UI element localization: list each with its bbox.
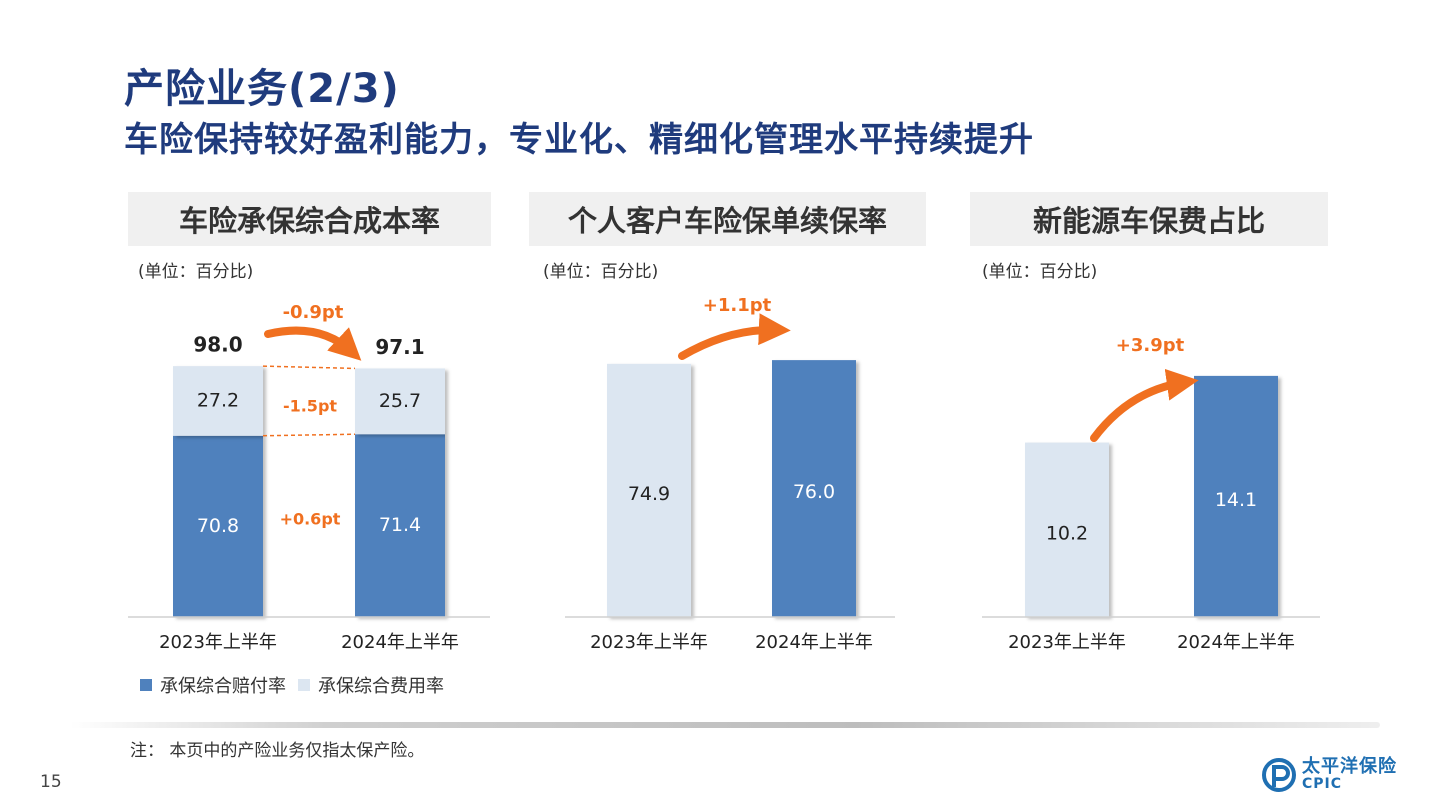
x-tick-label-renewal-1: 2024年上半年	[755, 632, 873, 653]
company-logo: 太平洋保险 CPIC	[1262, 757, 1397, 793]
annotation-loss-change: +0.6pt	[280, 510, 341, 529]
x-tick-label-0: 2023年上半年	[159, 632, 277, 653]
charts-canvas: 70.8 27.2 98.0 2023年上半年 71.4 25.7 97.1 2024年上半年…	[128, 295, 1320, 653]
panel-header-renewal-rate: 个人客户车险保单续保率	[529, 192, 926, 246]
bar-expense-ratio-0	[173, 366, 263, 436]
annotation-total-change: -0.9pt	[283, 302, 344, 323]
bar-expense-ratio-1	[355, 368, 445, 435]
change-arrow-total	[264, 326, 362, 361]
bar-nev-share-1	[1194, 375, 1278, 617]
annotation-renewal-change: +1.1pt	[703, 295, 772, 316]
panel-header-cost-ratio: 车险承保综合成本率	[128, 192, 491, 246]
logo-text-cn: 太平洋保险	[1302, 756, 1397, 778]
data-label-renewal-rate-1: 76.0	[793, 481, 835, 503]
panel-header-nev-share: 新能源车保费占比	[970, 192, 1328, 246]
x-tick-label-1: 2024年上半年	[341, 632, 459, 653]
change-arrow-nev	[1090, 368, 1199, 442]
page-title: 产险业务(2/3)	[124, 66, 400, 112]
unit-label-renewal-rate: (单位：百分比)	[543, 262, 659, 282]
data-label-renewal-rate-0: 74.9	[628, 483, 670, 505]
bar-renewal-rate-0	[607, 363, 691, 617]
bar-loss-ratio-0	[173, 435, 263, 617]
unit-label-nev-share: (单位：百分比)	[982, 262, 1098, 282]
page-subtitle: 车险保持较好盈利能力，专业化、精细化管理水平持续提升	[124, 120, 1034, 160]
data-label-loss-ratio-1: 71.4	[379, 514, 421, 536]
cpic-logo-icon	[1262, 758, 1296, 792]
unit-label-cost-ratio: (单位：百分比)	[138, 262, 254, 282]
logo-text-en: CPIC	[1302, 776, 1343, 793]
legend-item-expense-ratio: 承保综合费用率	[298, 672, 444, 698]
footer-divider	[70, 722, 1380, 728]
data-label-loss-ratio-0: 70.8	[197, 515, 239, 537]
bar-nev-share-0	[1025, 442, 1109, 617]
dashed-connector-top	[262, 365, 356, 370]
data-label-expense-ratio-1: 25.7	[379, 390, 421, 412]
data-label-expense-ratio-0: 27.2	[197, 389, 239, 411]
x-tick-label-renewal-0: 2023年上半年	[590, 632, 708, 653]
legend-label-loss-ratio: 承保综合赔付率	[160, 676, 286, 697]
bar-loss-ratio-1	[355, 434, 445, 617]
x-tick-label-nev-0: 2023年上半年	[1008, 632, 1126, 653]
chart-legend: 承保综合赔付率 承保综合费用率	[140, 672, 456, 698]
data-label-nev-share-0: 10.2	[1046, 522, 1088, 544]
bar-renewal-rate-1	[772, 360, 856, 617]
legend-item-loss-ratio: 承保综合赔付率	[140, 672, 286, 698]
dashed-connector-mid	[262, 433, 356, 437]
legend-swatch-dark	[140, 679, 152, 691]
annotation-nev-change: +3.9pt	[1116, 335, 1185, 356]
data-label-nev-share-1: 14.1	[1215, 489, 1257, 511]
footnote: 注： 本页中的产险业务仅指太保产险。	[130, 741, 425, 761]
change-arrow-renewal	[678, 313, 791, 360]
x-tick-label-nev-1: 2024年上半年	[1177, 632, 1295, 653]
legend-swatch-light	[298, 679, 310, 691]
annotation-expense-change: -1.5pt	[283, 397, 337, 416]
data-label-total-1: 97.1	[375, 335, 424, 359]
data-label-total-0: 98.0	[193, 333, 242, 357]
page-number: 15	[40, 772, 62, 792]
legend-label-expense-ratio: 承保综合费用率	[318, 676, 444, 697]
